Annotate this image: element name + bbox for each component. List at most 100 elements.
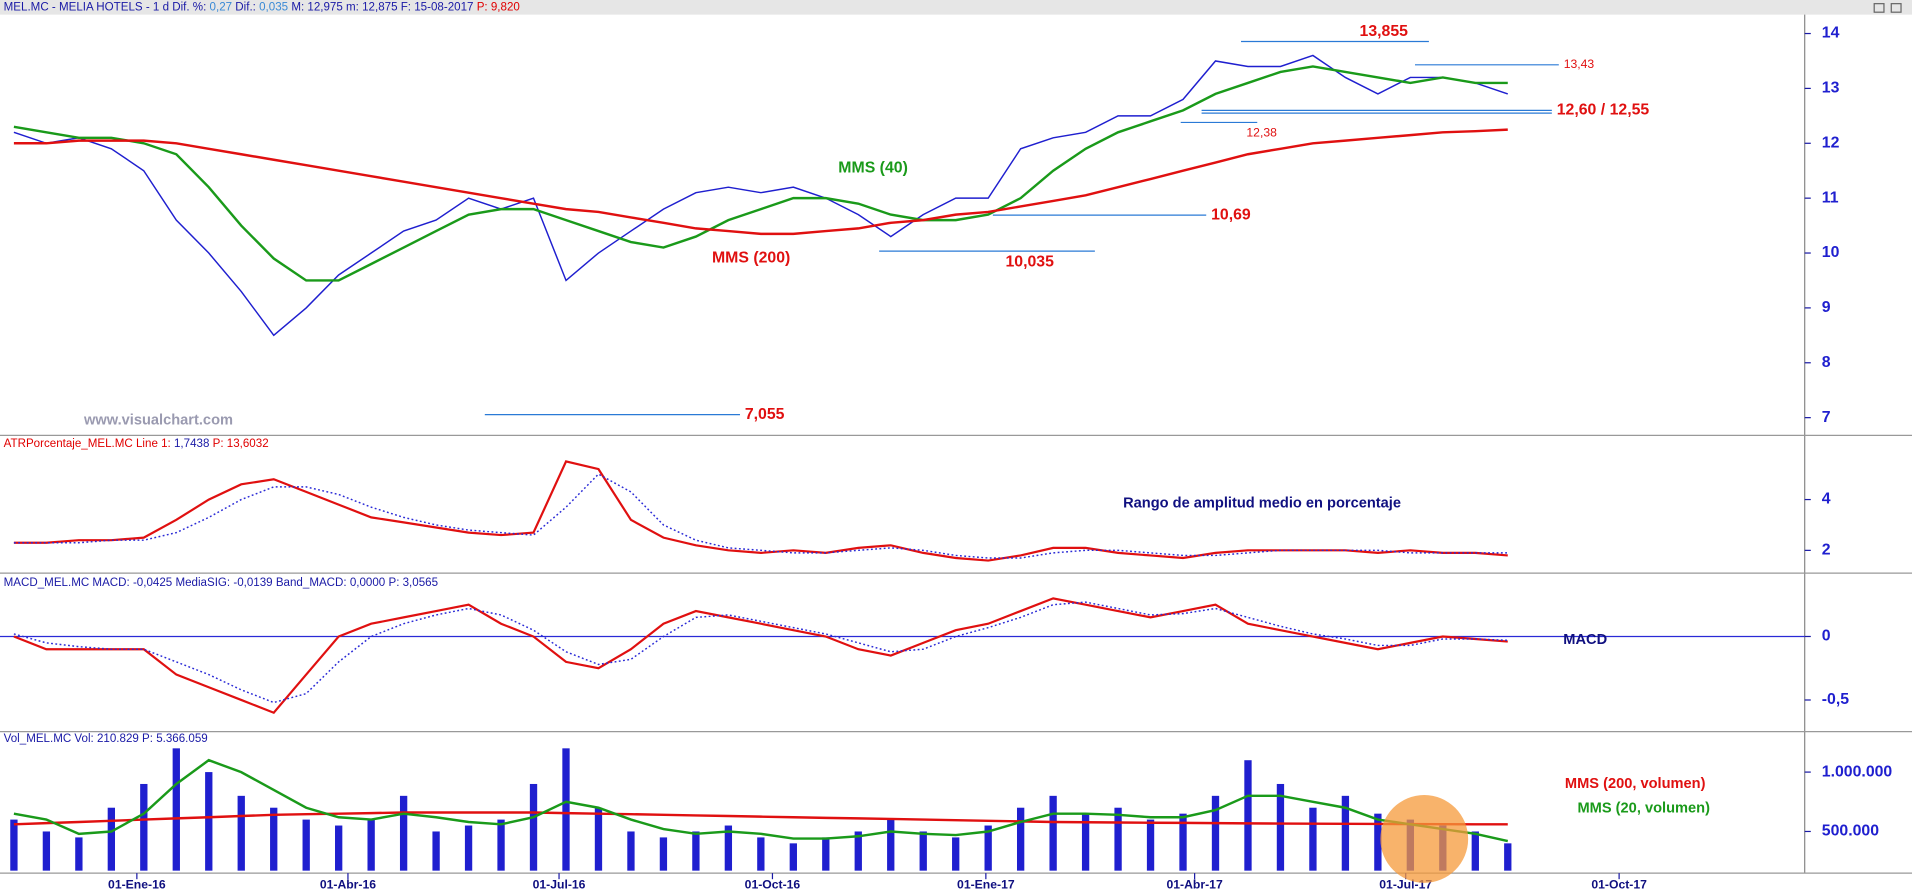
y-tick-label: 13: [1822, 80, 1840, 97]
panel-header: MACD_MEL.MC MACD: -0,0425 MediaSIG: -0,0…: [4, 577, 438, 589]
y-tick-label: 12: [1822, 134, 1840, 151]
panel-header: Vol_MEL.MC Vol: 210.829 P: 5.366.059: [4, 733, 208, 745]
volume-bar: [1276, 783, 1285, 871]
volume-bar: [1049, 795, 1057, 871]
panel-title: MACD: [1563, 632, 1607, 648]
volume-bar: [1114, 807, 1122, 871]
level-label: 7,055: [745, 406, 785, 423]
header-field: 0,035: [259, 1, 288, 13]
y-tick-label: 0: [1822, 628, 1831, 645]
x-tick-label: 01-Abr-17: [1167, 878, 1223, 892]
volume-bar: [140, 783, 148, 871]
volume-bar: [75, 837, 83, 871]
price-line: [13, 54, 1509, 337]
header-field: P: 9,820: [473, 1, 519, 13]
header-field: ATRPorcentaje_MEL.MC Line 1:: [4, 438, 174, 450]
volume-bar: [1341, 795, 1350, 871]
header-field: M: 12,975 m: 12,875 F: 15-08-2017: [288, 1, 473, 13]
volume-bar: [659, 837, 668, 871]
volume-bar: [270, 807, 278, 871]
volume-bar: [757, 837, 765, 871]
y-tick-label: 1.000.000: [1822, 763, 1893, 780]
legend-label: MMS (20, volumen): [1578, 800, 1711, 816]
volume-bar: [692, 831, 700, 871]
volume-bar: [399, 795, 408, 871]
volume-bar: [952, 837, 960, 871]
volume-bar: [984, 825, 992, 871]
volume-bar: [367, 819, 375, 871]
volume-bar: [335, 825, 343, 871]
series-label: MMS (40): [838, 159, 908, 176]
header-field: MEL.MC - MELIA HOTELS - 1 d Dif. %:: [4, 1, 210, 13]
price-line: [13, 460, 1508, 562]
y-tick-label: 14: [1822, 25, 1840, 42]
x-tick-label: 01-Abr-16: [320, 878, 376, 892]
volume-bar: [1081, 813, 1090, 871]
volume-bar: [497, 819, 505, 871]
volume-bar: [627, 831, 635, 871]
header-field: P: 13,6032: [209, 438, 268, 450]
volume-bar: [42, 831, 51, 871]
volume-bar: [107, 807, 116, 871]
volume-bar: [1211, 795, 1220, 871]
y-tick-label: 7: [1822, 409, 1831, 426]
panel-header: MEL.MC - MELIA HOTELS - 1 d Dif. %: 0,27…: [4, 1, 520, 13]
y-tick-label: 500.000: [1822, 823, 1879, 840]
average-line: [13, 65, 1508, 282]
legend-label: MMS (200, volumen): [1565, 776, 1706, 792]
volume-bar: [1309, 807, 1317, 871]
panel-header: ATRPorcentaje_MEL.MC Line 1: 1,7438 P: 1…: [4, 438, 269, 450]
y-tick-label: 2: [1822, 542, 1831, 559]
y-tick-label: 10: [1822, 244, 1840, 261]
volume-bar: [1244, 760, 1252, 871]
volume-bar: [562, 748, 570, 871]
volume-bar: [529, 783, 538, 871]
volume-bar: [1146, 819, 1155, 871]
level-label: 12,60 / 12,55: [1557, 102, 1650, 119]
x-tick-label: 01-Ene-16: [108, 878, 166, 892]
header-field: Dif.:: [232, 1, 259, 13]
signal-line: [13, 473, 1508, 559]
volume-bar: [1504, 843, 1512, 871]
volume-bar: [1179, 813, 1187, 871]
header-field: Vol_MEL.MC Vol: 210.829 P: 5.366.059: [4, 733, 208, 745]
volume-bar: [464, 825, 473, 871]
level-label: 13,43: [1564, 57, 1595, 71]
y-tick-label: 8: [1822, 354, 1831, 371]
panel-title: Rango de amplitud medio en porcentaje: [1123, 495, 1401, 511]
volume-bar: [854, 831, 862, 871]
header-field: MACD_MEL.MC MACD: -0,0425 MediaSIG: -0,0…: [4, 577, 438, 589]
series-label: MMS (200): [712, 250, 790, 267]
volume-bar: [1016, 807, 1025, 871]
average-line: [13, 758, 1509, 843]
y-tick-label: 11: [1822, 189, 1839, 206]
y-tick-label: 4: [1822, 491, 1831, 508]
y-tick-label: -0,5: [1822, 691, 1849, 708]
window-button[interactable]: [1873, 3, 1885, 13]
volume-bar: [919, 831, 927, 871]
window-button[interactable]: [1890, 3, 1902, 13]
level-label: 13,855: [1360, 23, 1409, 40]
x-tick-label: 01-Oct-16: [745, 878, 801, 892]
header-field: 1,7438: [174, 438, 209, 450]
volume-bar: [1374, 813, 1382, 871]
average-line: [13, 811, 1508, 826]
price-line: [13, 597, 1508, 715]
level-label: 10,69: [1211, 206, 1251, 223]
header-bar: [0, 0, 1912, 15]
header-field: 0,27: [210, 1, 233, 13]
x-tick-label: 01-Ene-17: [957, 878, 1015, 892]
volume-bar: [172, 748, 180, 871]
y-tick-label: 9: [1822, 299, 1831, 316]
level-label: 12,38: [1246, 126, 1277, 140]
volume-bar: [1471, 831, 1479, 871]
average-line: [13, 128, 1508, 236]
volume-bar: [237, 795, 245, 871]
volume-bar: [205, 772, 213, 871]
volume-bar: [302, 819, 310, 871]
volume-bar: [10, 819, 18, 871]
x-tick-label: 01-Jul-16: [533, 878, 586, 892]
x-tick-label: 01-Oct-17: [1591, 878, 1647, 892]
